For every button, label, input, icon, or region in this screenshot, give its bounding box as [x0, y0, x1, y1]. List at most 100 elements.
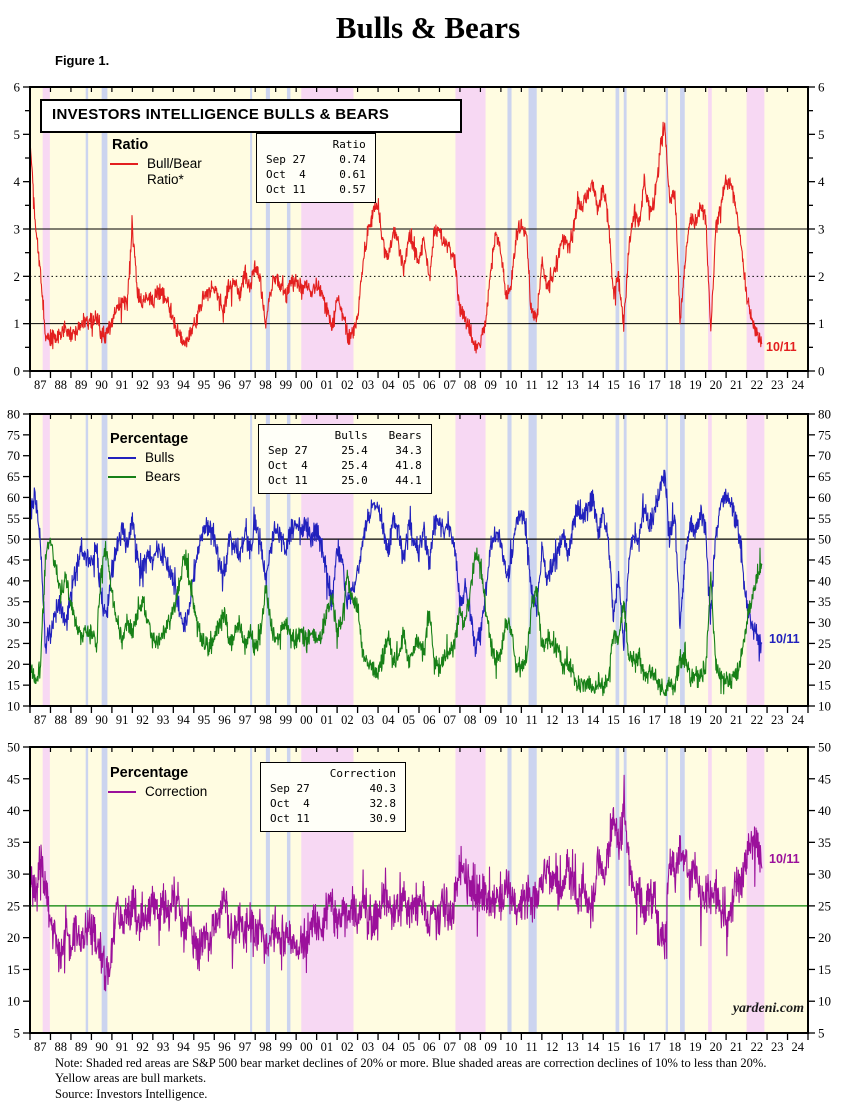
svg-text:93: 93 [157, 1040, 170, 1054]
panel1-readout-table: Ratio Sep 27 0.74 Oct 4 0.61 Oct 11 0.57 [256, 133, 376, 203]
svg-text:21: 21 [730, 713, 743, 727]
readout-table-grid: Correction Sep 27 40.3 Oct 4 32.8 Oct 11 30.9 [270, 767, 396, 825]
svg-text:20: 20 [710, 1040, 723, 1054]
svg-text:99: 99 [280, 713, 293, 727]
svg-text:24: 24 [792, 1040, 805, 1054]
svg-text:23: 23 [771, 713, 784, 727]
svg-text:40: 40 [818, 573, 831, 588]
svg-text:24: 24 [792, 713, 805, 727]
figure-label: Figure 1. [55, 53, 110, 68]
svg-text:65: 65 [7, 469, 20, 484]
panel1-title-box: INVESTORS INTELLIGENCE BULLS & BEARS [40, 99, 462, 133]
svg-text:15: 15 [7, 678, 20, 693]
svg-text:20: 20 [818, 657, 831, 672]
legend-title: Ratio [112, 137, 149, 153]
svg-text:25: 25 [7, 636, 20, 651]
svg-text:70: 70 [7, 448, 20, 463]
svg-text:07: 07 [443, 1040, 456, 1054]
legend-entry-label: Correction [145, 784, 208, 799]
svg-text:40: 40 [7, 573, 20, 588]
svg-text:04: 04 [382, 378, 395, 392]
svg-text:65: 65 [818, 469, 831, 484]
footnote-line: Source: Investors Intelligence. [55, 1086, 208, 1101]
svg-text:35: 35 [818, 835, 831, 850]
svg-text:30: 30 [818, 867, 831, 882]
svg-text:09: 09 [484, 378, 497, 392]
svg-text:06: 06 [423, 378, 436, 392]
svg-text:96: 96 [218, 1040, 231, 1054]
svg-text:08: 08 [464, 1040, 477, 1054]
svg-text:2: 2 [14, 269, 21, 284]
svg-text:19: 19 [689, 378, 702, 392]
svg-text:89: 89 [75, 378, 88, 392]
svg-text:20: 20 [7, 930, 20, 945]
svg-text:95: 95 [198, 1040, 211, 1054]
svg-text:00: 00 [300, 713, 313, 727]
svg-text:2: 2 [818, 269, 825, 284]
svg-text:25: 25 [818, 636, 831, 651]
svg-text:75: 75 [7, 427, 20, 442]
svg-text:25: 25 [7, 898, 20, 913]
svg-text:08: 08 [464, 713, 477, 727]
panel2-readout-table: Bulls Bears Sep 27 25.4 34.3 Oct 4 25.4 41.8 Oct… [258, 424, 432, 494]
svg-text:50: 50 [7, 532, 20, 547]
svg-text:5: 5 [14, 1026, 21, 1041]
legend-entry: Bull/Bear Ratio* [110, 156, 221, 187]
svg-text:93: 93 [157, 713, 170, 727]
svg-text:13: 13 [566, 378, 579, 392]
svg-text:12: 12 [546, 713, 559, 727]
svg-text:96: 96 [218, 378, 231, 392]
svg-text:97: 97 [239, 713, 252, 727]
legend-title: Percentage [110, 765, 189, 781]
svg-text:20: 20 [818, 930, 831, 945]
svg-text:80: 80 [7, 407, 20, 422]
svg-text:88: 88 [54, 713, 67, 727]
svg-text:55: 55 [818, 511, 831, 526]
svg-text:14: 14 [587, 713, 600, 727]
svg-text:94: 94 [177, 1040, 190, 1054]
svg-text:40: 40 [7, 803, 20, 818]
panel1-date-annotation: 10/11 [766, 340, 797, 354]
svg-text:19: 19 [689, 713, 702, 727]
svg-text:02: 02 [341, 378, 354, 392]
svg-text:05: 05 [403, 378, 416, 392]
svg-text:14: 14 [587, 1040, 600, 1054]
svg-text:01: 01 [321, 1040, 334, 1054]
svg-text:16: 16 [628, 1040, 641, 1054]
svg-text:20: 20 [710, 713, 723, 727]
legend-entry: Bears [108, 469, 188, 485]
panel3-readout-table: Correction Sep 27 40.3 Oct 4 32.8 Oct 11 30.9 [260, 762, 406, 832]
svg-text:0: 0 [818, 364, 825, 379]
svg-text:01: 01 [321, 713, 334, 727]
svg-text:11: 11 [526, 713, 538, 727]
svg-text:10: 10 [7, 994, 20, 1009]
svg-text:10: 10 [818, 699, 831, 714]
svg-text:03: 03 [362, 1040, 375, 1054]
svg-text:91: 91 [116, 378, 129, 392]
svg-text:16: 16 [628, 378, 641, 392]
panel2-date-annotation: 10/11 [769, 632, 800, 646]
svg-text:02: 02 [341, 713, 354, 727]
svg-text:87: 87 [34, 1040, 47, 1054]
svg-text:30: 30 [7, 867, 20, 882]
svg-text:96: 96 [218, 713, 231, 727]
svg-text:45: 45 [818, 553, 831, 568]
svg-text:98: 98 [259, 378, 272, 392]
svg-text:23: 23 [771, 378, 784, 392]
svg-text:10: 10 [7, 699, 20, 714]
legend-entry-label: Bears [145, 468, 181, 484]
svg-text:17: 17 [648, 713, 661, 727]
svg-text:12: 12 [546, 1040, 559, 1054]
svg-text:30: 30 [818, 615, 831, 630]
svg-text:87: 87 [34, 713, 47, 727]
svg-text:18: 18 [669, 713, 682, 727]
svg-text:22: 22 [751, 713, 764, 727]
readout-table-grid: Bulls Bears Sep 27 25.4 34.3 Oct 4 25.4 41.8 Oct… [268, 429, 422, 487]
svg-text:05: 05 [403, 713, 416, 727]
svg-text:22: 22 [751, 1040, 764, 1054]
svg-text:00: 00 [300, 1040, 313, 1054]
svg-text:17: 17 [648, 378, 661, 392]
svg-text:10: 10 [818, 994, 831, 1009]
svg-text:89: 89 [75, 713, 88, 727]
svg-text:09: 09 [484, 1040, 497, 1054]
